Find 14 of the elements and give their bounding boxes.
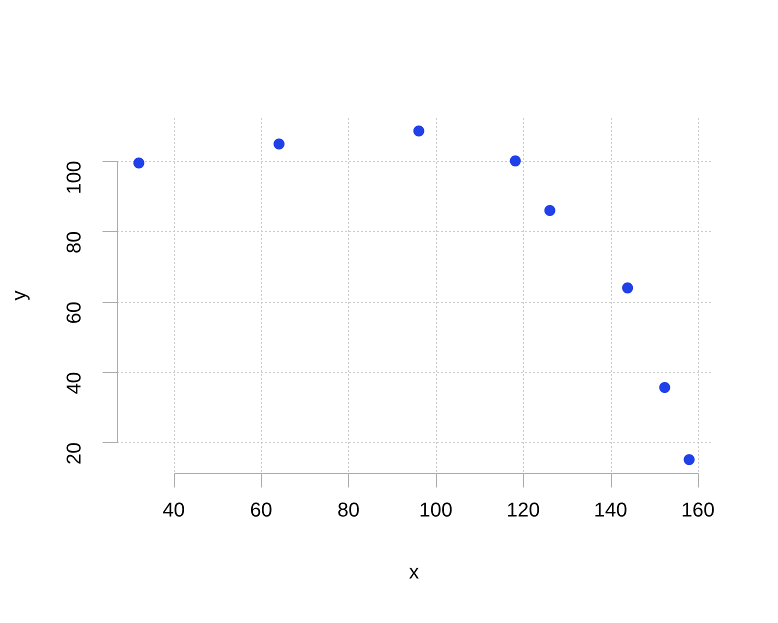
x-tick-label: 100 bbox=[419, 500, 453, 522]
y-tick-label: 100 bbox=[64, 160, 86, 194]
x-tick-label: 140 bbox=[594, 500, 628, 522]
y-tick-label: 40 bbox=[64, 372, 86, 394]
x-tick-label: 160 bbox=[681, 500, 715, 522]
x-tick-label: 120 bbox=[506, 500, 540, 522]
y-tick-label: 20 bbox=[64, 442, 86, 465]
y-tick-label: 80 bbox=[64, 231, 86, 254]
y-tick-label: 60 bbox=[64, 302, 86, 324]
x-axis-title: x bbox=[409, 562, 419, 584]
x-tick-label: 40 bbox=[162, 500, 185, 522]
x-tick-label: 60 bbox=[250, 500, 272, 522]
y-axis-title: y bbox=[8, 290, 31, 300]
x-tick-label: 80 bbox=[337, 500, 360, 522]
